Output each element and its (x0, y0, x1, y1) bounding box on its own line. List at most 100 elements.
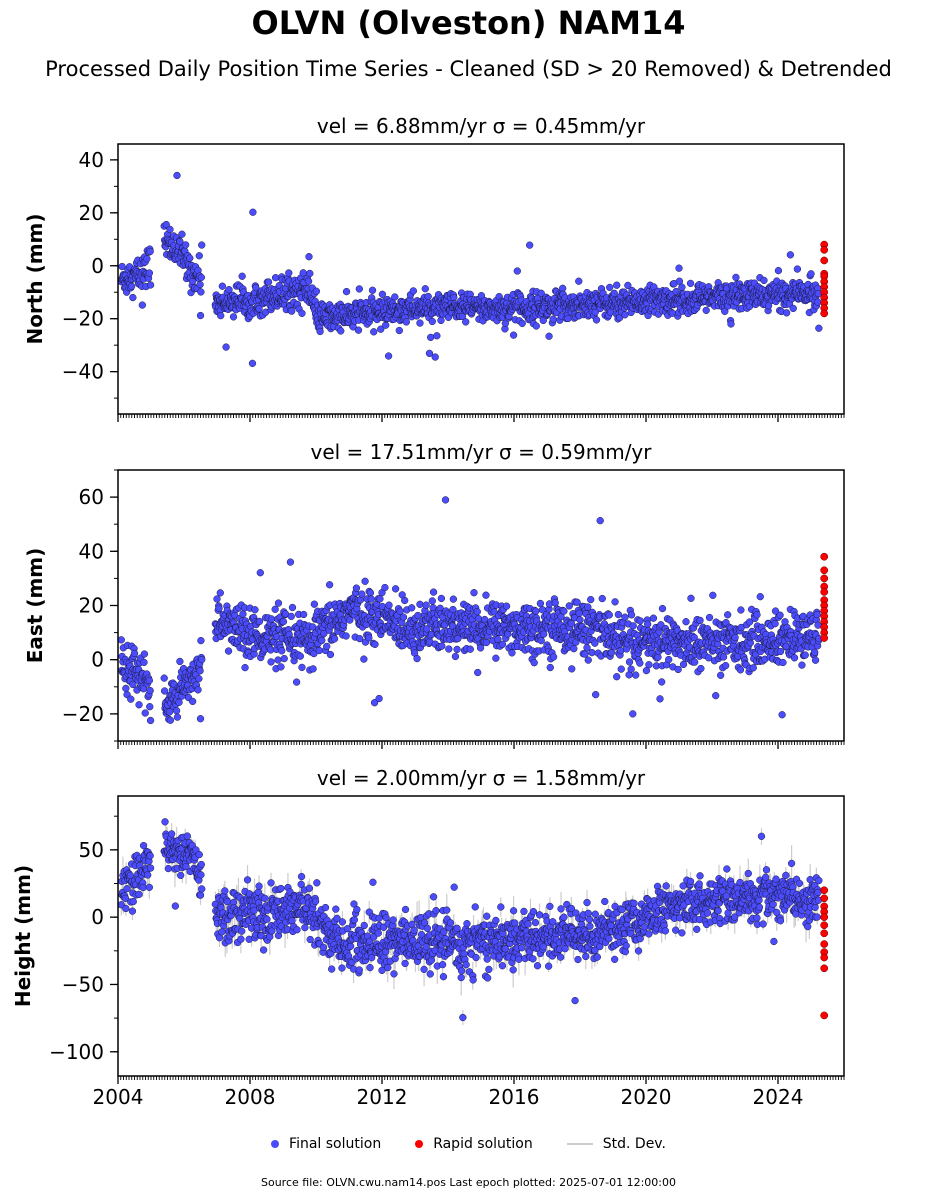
final-point (560, 607, 568, 615)
final-point (143, 255, 151, 263)
final-point (288, 916, 296, 925)
final-point (790, 654, 799, 662)
final-point (645, 661, 653, 669)
final-point (749, 664, 757, 672)
final-point (588, 648, 596, 657)
final-point (355, 966, 363, 974)
east-panel: vel = 17.51mm/yr σ = 0.59mm/yr East (mm) 6… (23, 440, 845, 749)
final-point (629, 710, 637, 718)
final-point (267, 879, 275, 887)
rapid-point (820, 566, 829, 575)
final-point (223, 897, 231, 906)
final-point (182, 241, 190, 249)
final-point (237, 935, 245, 943)
final-point (197, 860, 205, 869)
final-point (732, 273, 740, 282)
final-point (298, 663, 306, 672)
final-point (176, 237, 184, 246)
final-point (771, 619, 779, 628)
final-point (610, 289, 618, 297)
final-point (449, 595, 458, 603)
final-point (598, 594, 606, 603)
final-point (564, 314, 572, 323)
data-points (118, 171, 829, 368)
final-point (218, 928, 226, 936)
data-points (118, 496, 829, 725)
final-point (218, 282, 227, 290)
final-point (774, 266, 783, 275)
final-point (298, 309, 306, 317)
final-point (356, 635, 364, 643)
final-point (285, 269, 293, 277)
final-point (256, 569, 264, 577)
final-point (811, 648, 819, 656)
final-point (532, 322, 540, 330)
final-point (367, 595, 375, 603)
final-point (591, 639, 599, 647)
final-point (636, 659, 644, 667)
final-point (727, 320, 735, 328)
final-point (644, 620, 652, 628)
final-point (346, 616, 354, 624)
final-point (135, 890, 143, 898)
final-point (807, 270, 815, 278)
final-point (627, 611, 636, 619)
final-point (138, 301, 146, 309)
final-point (686, 279, 695, 288)
final-point (323, 642, 331, 651)
final-point (264, 278, 273, 286)
final-point (756, 593, 764, 601)
final-point (570, 645, 578, 653)
final-point (539, 316, 547, 325)
final-point (370, 699, 379, 707)
final-point (221, 887, 229, 895)
final-point (352, 584, 361, 592)
final-point (375, 694, 383, 703)
final-point (309, 623, 317, 631)
final-point (697, 664, 705, 673)
final-point (565, 602, 573, 610)
final-point (382, 321, 390, 329)
final-solution-points (118, 171, 823, 368)
final-point (305, 884, 314, 892)
final-point (476, 644, 485, 652)
final-point (492, 654, 500, 662)
final-point (268, 927, 276, 935)
final-point (551, 599, 559, 607)
y-tick-label: −40 (62, 360, 104, 384)
final-point (161, 818, 169, 826)
final-point (365, 634, 373, 642)
final-point (296, 652, 304, 660)
final-point (165, 708, 174, 716)
final-point (129, 680, 137, 689)
final-point (416, 600, 424, 608)
final-point (675, 264, 683, 272)
final-point (145, 676, 154, 685)
final-point (309, 665, 317, 673)
final-point (776, 647, 785, 656)
rapid-point (820, 256, 829, 265)
final-point (532, 607, 540, 615)
final-point (332, 905, 340, 913)
final-point (665, 655, 673, 664)
final-point (474, 668, 482, 677)
final-point (753, 611, 761, 619)
rapid-point (820, 588, 829, 596)
final-point (297, 880, 305, 888)
final-point (118, 636, 125, 644)
final-point (271, 274, 280, 282)
final-point (338, 964, 346, 972)
final-point (196, 667, 204, 675)
final-point (224, 647, 233, 655)
final-point (656, 695, 664, 703)
final-point (682, 618, 690, 626)
final-point (222, 343, 230, 351)
final-point (172, 707, 181, 715)
final-point (347, 942, 355, 950)
final-point (395, 326, 403, 335)
final-point (164, 864, 172, 873)
y-tick-label: 40 (79, 148, 104, 172)
final-point (705, 613, 714, 622)
final-point (636, 617, 644, 625)
final-point (355, 285, 363, 293)
